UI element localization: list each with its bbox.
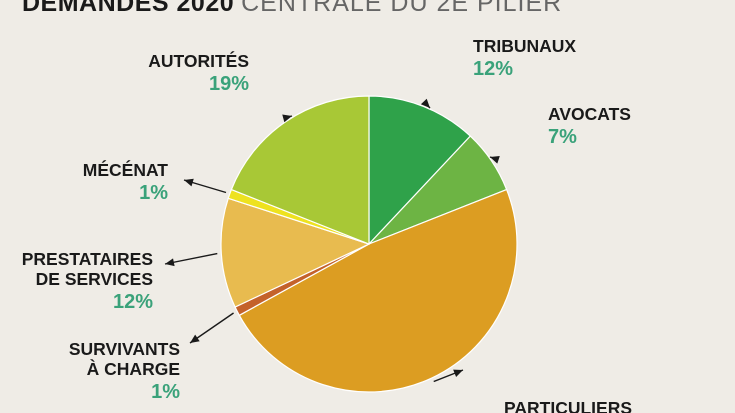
slice-label: AVOCATS — [548, 104, 631, 124]
slice-label: SURVIVANTS — [69, 339, 180, 359]
slice-percent: 12% — [473, 58, 513, 80]
slice-percent: 19% — [209, 73, 249, 95]
slice-label: À CHARGE — [87, 358, 180, 379]
title-bold: DEMANDES 2020 — [22, 0, 235, 17]
slice-label: DE SERVICES — [36, 269, 153, 289]
slice-label: PRESTATAIRES — [22, 249, 153, 269]
slice-label: PARTICULIERS — [504, 398, 632, 413]
slice-label: TRIBUNAUX — [473, 36, 576, 56]
pie-slice-autorites — [230, 95, 370, 245]
arrowhead — [490, 156, 500, 164]
slice-percent: 1% — [139, 182, 168, 204]
slice-percent: 7% — [548, 126, 577, 148]
title-light: CENTRALE DU 2E PILIER — [241, 0, 563, 17]
slice-percent: 1% — [151, 381, 180, 403]
pie-slice-tribunaux — [368, 95, 472, 246]
arrowhead — [282, 114, 292, 123]
pie-slice-prestataires-de-services — [220, 197, 371, 308]
pie-slice-particuliers — [238, 188, 518, 393]
arrowhead — [453, 369, 463, 378]
slice-label: AUTORITÉS — [148, 50, 249, 71]
arrowhead — [190, 334, 200, 343]
arrowhead — [184, 178, 194, 187]
slice-label: MÉCÉNAT — [83, 159, 169, 180]
slice-percent: 12% — [113, 291, 153, 313]
arrowhead — [165, 258, 175, 267]
chart-title: DEMANDES 2020 CENTRALE DU 2E PILIER — [22, 0, 562, 17]
arrowhead — [420, 98, 430, 108]
